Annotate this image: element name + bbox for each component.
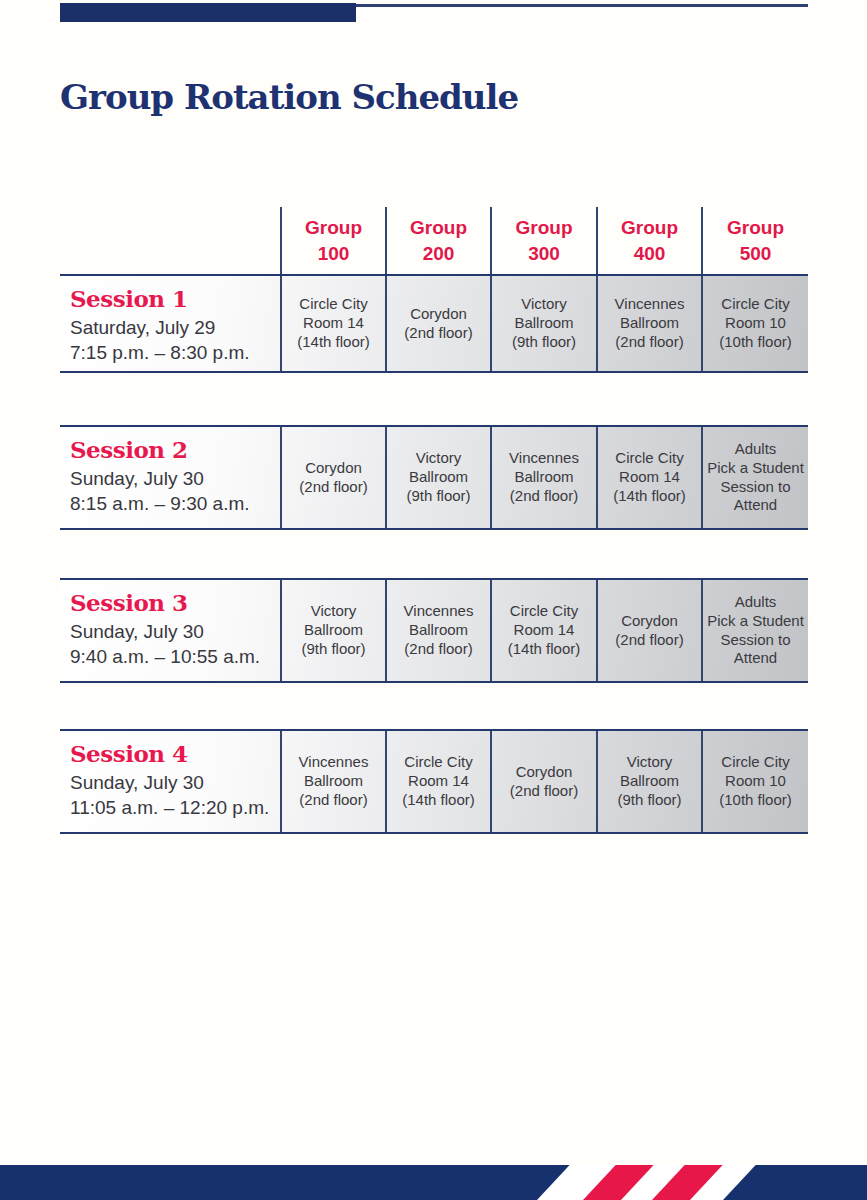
session-4-info: Session 4 Sunday, July 30 11:05 a.m. – 1…: [60, 731, 280, 832]
session-date: Saturday, July 29: [70, 315, 274, 340]
room-cell: Vincennes Ballroom (2nd floor): [280, 731, 385, 832]
room-cell: Victory Ballroom (9th floor): [385, 427, 490, 528]
session-time: 11:05 a.m. – 12:20 p.m.: [70, 795, 274, 820]
room-cell: Circle City Room 14 (14th floor): [280, 276, 385, 371]
session-date: Sunday, July 30: [70, 770, 274, 795]
room-cell: Circle City Room 10 (10th floor): [701, 731, 808, 832]
group-header-row: Group 100 Group 200 Group 300 Group 400 …: [60, 207, 808, 274]
column-header-group-100: Group 100: [280, 207, 385, 274]
session-4-row: Session 4 Sunday, July 30 11:05 a.m. – 1…: [60, 729, 808, 834]
session-1-row: Session 1 Saturday, July 29 7:15 p.m. – …: [60, 274, 808, 373]
room-cell: Corydon (2nd floor): [596, 580, 701, 681]
session-title: Session 3: [70, 589, 274, 616]
room-cell: Vincennes Ballroom (2nd floor): [596, 276, 701, 371]
room-cell: Circle City Room 10 (10th floor): [701, 276, 808, 371]
session-title: Session 2: [70, 436, 274, 463]
session-time: 9:40 a.m. – 10:55 a.m.: [70, 644, 274, 669]
session-time: 7:15 p.m. – 8:30 p.m.: [70, 340, 274, 365]
session-2-info: Session 2 Sunday, July 30 8:15 a.m. – 9:…: [60, 427, 280, 528]
room-cell: Vincennes Ballroom (2nd floor): [385, 580, 490, 681]
column-header-group-300: Group 300: [490, 207, 596, 274]
room-cell: Adults Pick a Student Session to Attend: [701, 580, 808, 681]
session-3-info: Session 3 Sunday, July 30 9:40 a.m. – 10…: [60, 580, 280, 681]
session-date: Sunday, July 30: [70, 466, 274, 491]
room-cell: Adults Pick a Student Session to Attend: [701, 427, 808, 528]
room-cell: Corydon (2nd floor): [490, 731, 596, 832]
header-spacer: [60, 207, 280, 274]
room-cell: Circle City Room 14 (14th floor): [596, 427, 701, 528]
column-header-group-200: Group 200: [385, 207, 490, 274]
session-time: 8:15 a.m. – 9:30 a.m.: [70, 491, 274, 516]
room-cell: Corydon (2nd floor): [280, 427, 385, 528]
session-1-info: Session 1 Saturday, July 29 7:15 p.m. – …: [60, 276, 280, 371]
room-cell: Corydon (2nd floor): [385, 276, 490, 371]
session-2-row: Session 2 Sunday, July 30 8:15 a.m. – 9:…: [60, 425, 808, 530]
session-3-row: Session 3 Sunday, July 30 9:40 a.m. – 10…: [60, 578, 808, 683]
room-cell: Victory Ballroom (9th floor): [280, 580, 385, 681]
session-title: Session 4: [70, 740, 274, 767]
session-title: Session 1: [70, 285, 274, 312]
schedule-page: Group Rotation Schedule Group 100 Group …: [0, 0, 867, 1200]
room-cell: Circle City Room 14 (14th floor): [385, 731, 490, 832]
room-cell: Vincennes Ballroom (2nd floor): [490, 427, 596, 528]
footer-bar: [0, 1165, 867, 1200]
room-cell: Victory Ballroom (9th floor): [490, 276, 596, 371]
room-cell: Circle City Room 14 (14th floor): [490, 580, 596, 681]
session-date: Sunday, July 30: [70, 619, 274, 644]
room-cell: Victory Ballroom (9th floor): [596, 731, 701, 832]
column-header-group-400: Group 400: [596, 207, 701, 274]
column-header-group-500: Group 500: [701, 207, 808, 274]
page-title: Group Rotation Schedule: [60, 77, 518, 117]
top-accent-bar: [60, 3, 356, 22]
